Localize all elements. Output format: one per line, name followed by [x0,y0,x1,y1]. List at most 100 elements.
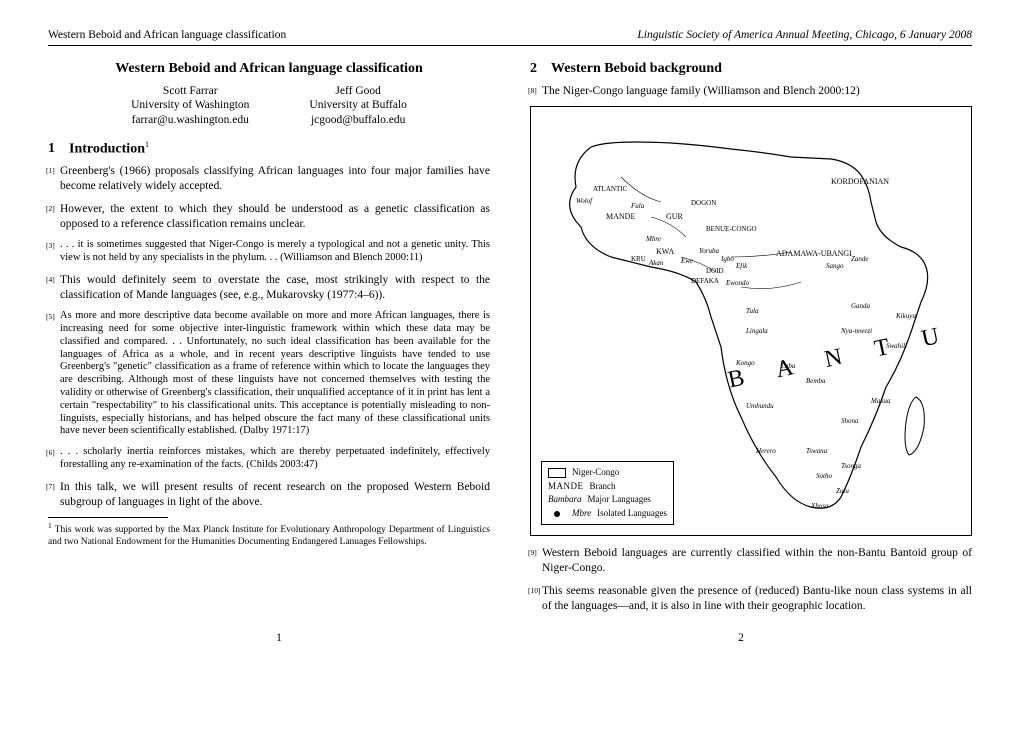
para-10-tag: [10] [528,586,541,596]
section-1-sup: 1 [145,140,149,149]
para-4: [4] This would definitely seem to oversta… [48,273,490,302]
map-label-yoruba: Yoruba [699,247,719,256]
map-label-tswana: Tswana [806,447,827,456]
map-label-ewe: Ewe [681,257,693,266]
legend-row-4: Mbre Isolated Languages [548,507,667,521]
page-2-column: 2 Western Beboid background [8] The Niger-… [530,60,972,622]
map-label-nyamwezi: Nya-mwezi [841,327,872,336]
para-5: [5] As more and more descriptive data bec… [48,310,490,438]
legend-row4-text: Isolated Languages [597,507,667,521]
author-1: Scott Farrar University of Washington fa… [131,84,249,128]
author-block: Scott Farrar University of Washington fa… [48,84,490,128]
section-1-heading: 1Introduction1 [48,140,490,159]
map-label-herero: Herero [756,447,776,456]
para-10-text: This seems reasonable given the presence… [542,585,972,612]
para-1: [1] Greenberg's (1966) proposals classify… [48,164,490,193]
para-2-text: However, the extent to which they should… [60,203,490,230]
map-label-tsonga: Tsonga [841,462,861,471]
map-label-igbo: Igbo [721,255,734,264]
map-label-makua: Makua [871,397,890,406]
map-legend: Niger-Congo MANDE Branch Bambara Major L… [541,461,674,525]
para-3: [3] . . . it is sometimes suggested that … [48,239,490,265]
map-label-fula: Fula [631,202,644,211]
para-6-tag: [6] [46,448,55,457]
para-1-tag: [1] [46,166,55,176]
map-label-defaka: DEFAKA [691,277,719,286]
section-1-num: 1 [48,141,55,156]
running-header: Western Beboid and African language clas… [48,28,972,46]
author-1-name: Scott Farrar [131,84,249,99]
map-label-xhosa: Xhosa [811,502,829,511]
section-1-title: Introduction [69,141,145,156]
map-label-lingala: Lingala [746,327,768,336]
author-2: Jeff Good University at Buffalo jcgood@b… [309,84,407,128]
para-6: [6] . . . scholarly inertia reinforces mi… [48,446,490,472]
author-2-name: Jeff Good [309,84,407,99]
para-2-tag: [2] [46,204,55,214]
map-label-benue: BENUE-CONGO [706,225,757,234]
map-label-ijoid: IJOID [706,267,724,276]
legend-box-icon [548,468,566,478]
footnote-1: 1 This work was supported by the Max Pla… [48,521,490,548]
para-4-tag: [4] [46,275,55,285]
africa-continent-path [570,142,928,508]
para-5-tag: [5] [46,312,55,321]
page-num-left: 1 [276,631,282,646]
para-3-tag: [3] [46,241,55,250]
page-1-column: Western Beboid and African language clas… [48,60,490,622]
map-label-atlantic: ATLANTIC [593,185,627,194]
madagascar-path [905,397,924,455]
para-10: [10]This seems reasonable given the pres… [530,584,972,613]
para-4-text: This would definitely seem to overstate … [60,274,490,301]
section-2-title: Western Beboid background [551,61,722,76]
legend-row3-label: Bambara [548,493,582,507]
para-6-text: . . . scholarly inertia reinforces mista… [60,446,490,470]
africa-map-figure: B A N T U KORDOFANIAN ATLANTIC MANDE GUR… [530,106,972,536]
legend-row-2: MANDE Branch [548,480,667,494]
map-label-sotho: Sotho [816,472,832,481]
map-label-kongo: Kongo [736,359,755,368]
map-label-kwa: KWA [656,247,674,257]
para-9-tag: [9] [528,548,537,558]
map-label-swahili: Swahili [886,342,907,351]
map-label-mande: MANDE [606,212,635,222]
para-2: [2] However, the extent to which they sho… [48,202,490,231]
map-label-dogon: DOGON [691,199,716,208]
legend-row1-text: Niger-Congo [572,466,619,480]
map-label-kikuyu: Kikuyu [896,312,916,321]
author-1-aff: University of Washington [131,98,249,113]
footnote-1-num: 1 [48,521,52,530]
map-label-akan: Akan [649,259,663,268]
header-left: Western Beboid and African language clas… [48,28,286,43]
map-label-zulu: Zulu [836,487,849,496]
para-7-text: In this talk, we will present results of… [60,481,490,508]
legend-row4-label: Mbre [572,507,591,521]
footnote-1-text: This work was supported by the Max Planc… [48,525,490,546]
map-label-gur: GUR [666,212,683,222]
para-1-text: Greenberg's (1966) proposals classifying… [60,165,490,192]
author-2-email: jcgood@buffalo.edu [309,113,407,128]
map-label-zande: Zande [851,255,869,264]
para-3-text: . . . it is sometimes suggested that Nig… [60,239,490,263]
map-label-ganda: Ganda [851,302,870,311]
page-num-right: 2 [738,631,744,646]
paper-title: Western Beboid and African language clas… [48,60,490,78]
author-1-email: farrar@u.washington.edu [131,113,249,128]
para-5-text: As more and more descriptive data become… [60,310,490,436]
legend-row2-label: MANDE [548,480,584,494]
para-7: [7] In this talk, we will present results… [48,480,490,509]
para-9-text: Western Beboid languages are currently c… [542,547,972,574]
para-7-tag: [7] [46,482,55,492]
map-label-shona: Shona [841,417,859,426]
legend-row2-text: Branch [590,480,616,494]
page-numbers: 1 2 [48,631,972,646]
footnote-rule [48,517,168,518]
para-8-tag: [8] [528,86,537,96]
map-label-adamawa: ADAMAWA-UBANGI [776,249,852,259]
para-8-text: The Niger-Congo language family (William… [542,85,860,97]
two-column-layout: Western Beboid and African language clas… [48,60,972,622]
section-2-num: 2 [530,61,537,76]
legend-row-1: Niger-Congo [548,466,667,480]
map-label-efik: Efik [736,262,747,271]
map-label-luba: Luba [781,362,795,371]
